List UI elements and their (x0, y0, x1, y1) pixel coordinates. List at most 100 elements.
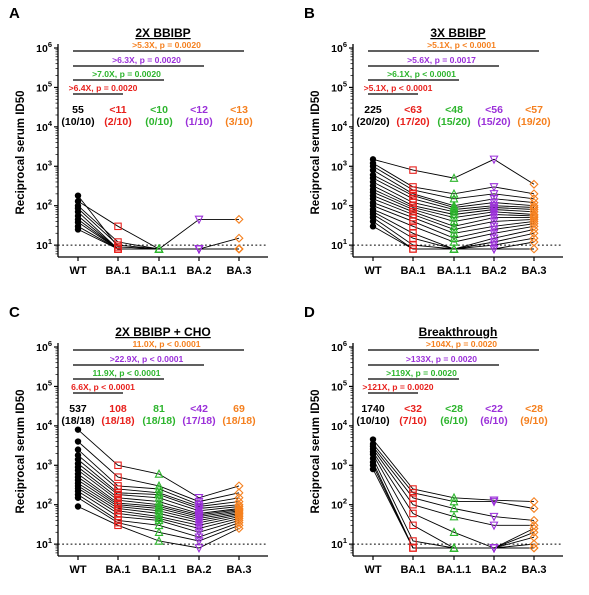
gmt-label-ba2: <56 (485, 104, 503, 116)
triangle-marker-ba11 (449, 173, 459, 182)
diamond-marker-ba3 (529, 503, 539, 514)
square-marker-ba1 (114, 485, 122, 493)
y-tick-label: 101 (36, 237, 52, 252)
square-marker-ba1 (409, 521, 417, 530)
diamond-marker-ba3 (234, 520, 244, 530)
x-tick-label-ba11: BA.1.1 (437, 564, 471, 576)
comparison-label-BA1: 6.6X, p < 0.0001 (71, 382, 135, 392)
y-tick-label: 102 (331, 497, 347, 512)
subject-line (372, 443, 535, 509)
diamond-marker-ba3 (234, 214, 244, 224)
comparison-label-BA2: >133X, p = 0.0020 (406, 354, 477, 364)
x-tick-label-ba1: BA.1 (400, 564, 425, 576)
triangle-marker-ba11 (154, 527, 164, 537)
comparison-label-BA2: >22.9X, p < 0.0001 (110, 354, 184, 364)
triangle-marker-ba11 (154, 243, 164, 253)
fraction-label-ba11: (15/20) (437, 116, 470, 128)
gmt-label-ba2: <22 (485, 403, 503, 415)
x-tick-label-ba11: BA.1.1 (142, 265, 176, 277)
circle-marker-wt (74, 446, 82, 453)
down-triangle-marker-ba2 (489, 205, 499, 215)
down-triangle-marker-ba2 (489, 155, 499, 165)
subject-line (372, 439, 535, 503)
gmt-label-ba11: <10 (150, 104, 168, 116)
chart-panel-d: D Breakthrough Reciprocal serum ID50 101 102… (304, 304, 563, 576)
diamond-marker-ba3 (234, 523, 244, 534)
fraction-label-ba3: (9/10) (520, 415, 547, 427)
comparison-label-BA11: >7.0X, p = 0.0020 (92, 69, 161, 79)
diamond-marker-ba3 (234, 488, 244, 498)
x-tick-label-wt: WT (364, 564, 381, 576)
subject-line (372, 165, 535, 200)
comparison-label-BA11: >119X, p = 0.0020 (386, 368, 457, 378)
y-axis-label: Reciprocal serum ID50 (310, 389, 322, 513)
triangle-marker-ba11 (154, 515, 164, 525)
x-tick-label-ba2: BA.2 (186, 265, 211, 277)
triangle-marker-ba11 (449, 228, 459, 238)
fraction-label-ba11: (6/10) (440, 415, 467, 427)
comparison-label-BA11: >6.1X, p < 0.0001 (387, 69, 456, 79)
fraction-label-ba2: (17/18) (182, 415, 215, 427)
diamond-marker-ba3 (529, 233, 539, 243)
fraction-label-wt: (20/20) (356, 116, 389, 128)
down-triangle-marker-ba2 (194, 518, 204, 528)
comparison-label-BA11: 11.9X, p < 0.0001 (92, 368, 160, 378)
x-tick-label-wt: WT (69, 265, 86, 277)
data-markers (74, 426, 244, 553)
panel-letter: C (9, 304, 20, 321)
gmt-label-ba3: <13 (230, 104, 248, 116)
chart-panel-a: A 2X BBIBP Reciprocal serum ID50 101 102 103 1… (9, 5, 268, 277)
gmt-label-ba11: <28 (445, 403, 463, 415)
panel-title: Breakthrough (419, 325, 498, 339)
x-tick-label-ba2: BA.2 (481, 265, 506, 277)
triangle-marker-ba11 (449, 224, 459, 234)
subject-line (77, 208, 239, 250)
subject-line (77, 494, 240, 538)
down-triangle-marker-ba2 (194, 516, 204, 526)
y-axis-label: Reciprocal serum ID50 (310, 90, 322, 214)
triangle-marker-ba11 (449, 542, 459, 552)
gmt-label-wt: 1740 (361, 403, 385, 415)
data-markers (369, 155, 539, 254)
square-marker-ba1 (409, 245, 417, 253)
fraction-label-ba2: (6/10) (480, 415, 507, 427)
y-axis-label: Reciprocal serum ID50 (15, 389, 27, 513)
down-triangle-marker-ba2 (194, 504, 204, 514)
fraction-label-ba2: (1/10) (185, 116, 212, 128)
triangle-marker-ba11 (449, 188, 459, 198)
panel-title: 3X BBIBP (430, 26, 485, 40)
comparison-label-BA1: >5.1X, p < 0.0001 (364, 83, 433, 93)
fraction-label-ba1: (18/18) (101, 415, 134, 427)
y-tick-label: 102 (36, 497, 52, 512)
circle-marker-wt (74, 494, 82, 501)
down-triangle-marker-ba2 (489, 544, 499, 553)
y-tick-label: 101 (36, 536, 52, 551)
subject-line (372, 448, 534, 526)
square-marker-ba1 (114, 241, 122, 249)
down-triangle-marker-ba2 (489, 512, 499, 522)
down-triangle-marker-ba2 (194, 215, 204, 225)
fraction-label-ba1: (17/20) (396, 116, 429, 128)
fraction-label-wt: (10/10) (61, 116, 94, 128)
down-triangle-marker-ba2 (489, 245, 499, 254)
y-tick-label: 103 (36, 457, 52, 472)
gmt-label-ba1: <32 (404, 403, 422, 415)
diamond-marker-ba3 (529, 228, 539, 238)
down-triangle-marker-ba2 (489, 496, 499, 506)
triangle-marker-ba11 (154, 487, 164, 497)
y-tick-label: 104 (36, 119, 53, 134)
square-marker-ba1 (409, 213, 417, 222)
gmt-label-ba3: <28 (525, 403, 543, 415)
diamond-marker-ba3 (529, 201, 539, 211)
down-triangle-marker-ba2 (194, 245, 204, 254)
subject-line (372, 446, 535, 521)
y-tick-label: 106 (331, 339, 347, 354)
down-triangle-marker-ba2 (489, 183, 499, 192)
square-marker-ba1 (409, 241, 417, 249)
diamond-marker-ba3 (529, 224, 539, 235)
x-tick-label-ba11: BA.1.1 (142, 564, 176, 576)
down-triangle-marker-ba2 (489, 229, 499, 239)
fraction-label-ba3: (3/10) (225, 116, 252, 128)
diamond-marker-ba3 (529, 244, 539, 254)
comparison-label-BA2: >6.3X, p = 0.0020 (112, 55, 181, 65)
